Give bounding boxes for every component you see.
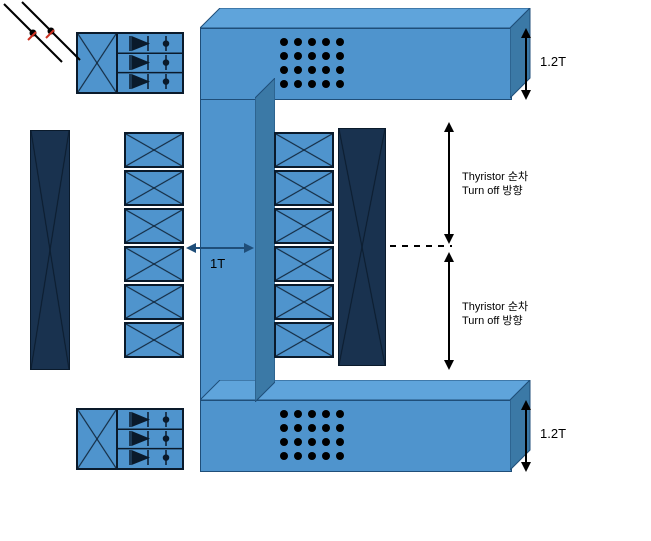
left-winding-2	[124, 170, 184, 206]
midline-dash	[390, 244, 452, 248]
right-winding-5	[274, 284, 334, 320]
left-winding-1	[124, 132, 184, 168]
bottomleft-x-cell	[76, 408, 118, 470]
right-winding-3	[274, 208, 334, 244]
right-winding-2	[274, 170, 334, 206]
air-gap-arrow	[186, 240, 254, 256]
core-back-3d-side	[255, 78, 275, 402]
flux-label-top: 1.2T	[540, 54, 566, 69]
diagram-canvas: Thyristor 순차 Turn off 방향 Thyristor 순차 Tu…	[0, 0, 651, 541]
left-dark-block	[30, 130, 70, 370]
dot-grid-bottom	[280, 410, 360, 470]
flux-label-bottom: 1.2T	[540, 426, 566, 441]
flux-arrow-bottom	[519, 400, 533, 472]
left-winding-5	[124, 284, 184, 320]
direction-label-lower: Thyristor 순차 Turn off 방향	[462, 300, 528, 329]
direction-label-lower-l1: Thyristor 순차	[462, 301, 528, 313]
left-winding-4	[124, 246, 184, 282]
bottomleft-semi	[116, 408, 184, 470]
left-winding-6	[124, 322, 184, 358]
right-dark-block	[338, 128, 386, 366]
core-top-3d-top	[200, 8, 530, 30]
dot-grid-top	[280, 38, 360, 98]
lead-lines	[0, 0, 120, 100]
direction-label-upper-l2: Turn off 방향	[462, 185, 523, 197]
right-winding-4	[274, 246, 334, 282]
right-winding-6	[274, 322, 334, 358]
flux-arrow-top	[519, 28, 533, 100]
core-bottom-3d-top	[200, 380, 530, 402]
direction-label-upper: Thyristor 순차 Turn off 방향	[462, 170, 528, 199]
direction-label-upper-l1: Thyristor 순차	[462, 171, 528, 183]
left-winding-3	[124, 208, 184, 244]
direction-label-lower-l2: Turn off 방향	[462, 315, 523, 327]
direction-arrow-upper	[442, 122, 456, 244]
air-gap-label: 1T	[210, 256, 225, 271]
direction-arrow-lower	[442, 252, 456, 370]
right-winding-1	[274, 132, 334, 168]
topleft-semi	[116, 32, 184, 94]
